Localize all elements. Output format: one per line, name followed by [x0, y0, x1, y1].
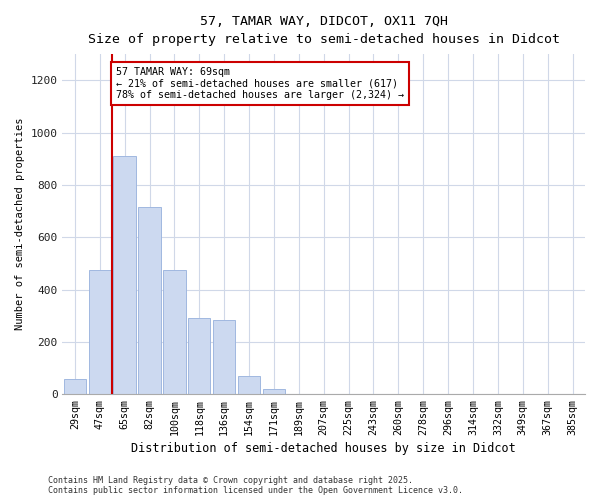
Bar — [89, 270, 111, 394]
Bar — [163, 270, 185, 394]
Bar — [188, 318, 211, 394]
Bar — [263, 389, 285, 394]
Text: 57 TAMAR WAY: 69sqm
← 21% of semi-detached houses are smaller (617)
78% of semi-: 57 TAMAR WAY: 69sqm ← 21% of semi-detach… — [116, 67, 404, 100]
Bar — [113, 156, 136, 394]
Y-axis label: Number of semi-detached properties: Number of semi-detached properties — [15, 118, 25, 330]
Bar — [64, 379, 86, 394]
Bar — [139, 207, 161, 394]
Title: 57, TAMAR WAY, DIDCOT, OX11 7QH
Size of property relative to semi-detached house: 57, TAMAR WAY, DIDCOT, OX11 7QH Size of … — [88, 15, 560, 46]
Bar — [213, 320, 235, 394]
Bar — [238, 376, 260, 394]
X-axis label: Distribution of semi-detached houses by size in Didcot: Distribution of semi-detached houses by … — [131, 442, 516, 455]
Text: Contains HM Land Registry data © Crown copyright and database right 2025.
Contai: Contains HM Land Registry data © Crown c… — [48, 476, 463, 495]
